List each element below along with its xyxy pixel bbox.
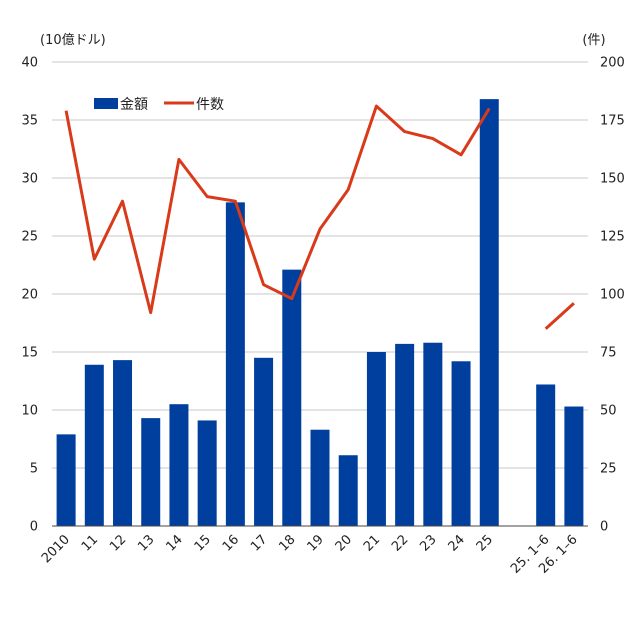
x-tick-label: 18 (276, 532, 298, 554)
bar (282, 269, 302, 526)
left-tick-label: 10 (21, 404, 38, 419)
gridlines (52, 61, 588, 469)
right-tick-label: 0 (600, 520, 608, 535)
x-tick-label: 12 (107, 532, 129, 554)
x-tick-label: 2010 (39, 532, 73, 566)
x-tick-label: 16 (220, 532, 242, 554)
legend: 金額 件数 (94, 97, 224, 113)
bar (536, 384, 556, 526)
bar (141, 418, 161, 526)
left-axis-unit: (10億ドル) (40, 32, 106, 48)
left-tick-label: 5 (30, 462, 38, 477)
left-tick-label: 25 (21, 230, 38, 245)
left-tick-label: 20 (21, 288, 38, 303)
legend-bar-swatch (94, 98, 118, 109)
bar (310, 429, 330, 526)
right-tick-label: 175 (600, 114, 625, 129)
bar (169, 404, 189, 526)
x-tick-label: 17 (248, 532, 270, 554)
line-series (64, 104, 575, 330)
bar (113, 360, 133, 526)
right-tick-label: 100 (600, 288, 625, 303)
bar (366, 352, 386, 526)
bar (395, 343, 415, 526)
x-tick-label: 11 (79, 532, 101, 554)
bar (479, 99, 499, 527)
legend-line-label: 件数 (196, 97, 224, 113)
bar (197, 420, 217, 526)
bar-series (56, 99, 584, 527)
bar (423, 342, 443, 526)
x-tick-label: 23 (417, 532, 439, 554)
x-tick-label: 21 (361, 532, 383, 554)
right-tick-label: 150 (600, 172, 625, 187)
right-axis-unit: (件) (582, 33, 605, 48)
right-tick-label: 75 (600, 346, 617, 361)
x-tick-label: 13 (135, 532, 157, 554)
right-tick-label: 125 (600, 230, 625, 245)
x-tick-label: 14 (163, 532, 185, 554)
x-tick-label: 25 (474, 532, 496, 554)
bar (254, 357, 274, 526)
bar (451, 361, 471, 526)
right-tick-label: 200 (600, 56, 625, 71)
x-tick-label: 20 (333, 532, 355, 554)
right-tick-label: 50 (600, 404, 617, 419)
x-tick-label: 24 (446, 532, 468, 554)
left-tick-label: 0 (30, 520, 38, 535)
bar (56, 434, 76, 526)
x-tick-label: 15 (192, 532, 214, 554)
left-tick-label: 30 (21, 172, 38, 187)
line-segment (64, 104, 491, 315)
bar (338, 455, 358, 526)
bar (84, 364, 104, 526)
legend-bar-label: 金額 (120, 97, 148, 113)
left-tick-label: 40 (21, 56, 38, 71)
line-segment (544, 302, 575, 330)
bar (225, 202, 245, 527)
right-tick-label: 25 (600, 462, 617, 477)
x-tick-label: 22 (389, 532, 411, 554)
left-tick-label: 15 (21, 346, 38, 361)
bar (564, 406, 584, 526)
left-tick-label: 35 (21, 114, 38, 129)
axis-units: (10億ドル) (件) (40, 32, 606, 48)
x-tick-label: 19 (305, 532, 327, 554)
